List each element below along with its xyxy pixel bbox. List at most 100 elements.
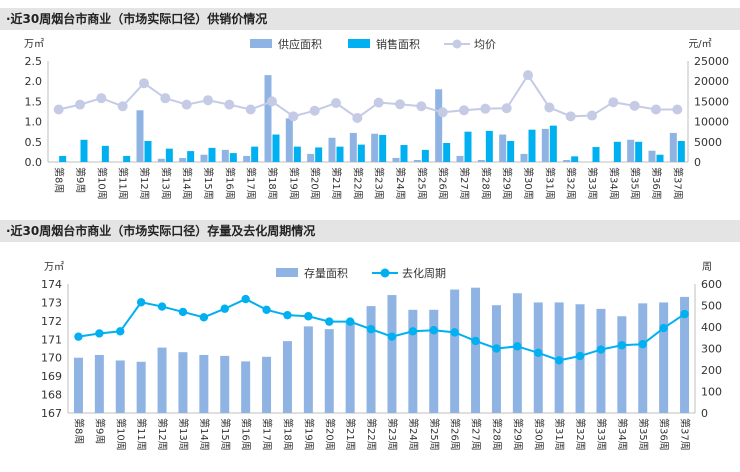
point-均价 <box>608 97 619 108</box>
point-去化周期 <box>220 304 229 313</box>
y-right-tick-label: 5000 <box>694 136 722 149</box>
bar-存量面积 <box>178 352 188 413</box>
x-tick-label: 第19周 <box>302 418 315 451</box>
bar-供应面积 <box>285 118 293 162</box>
point-均价 <box>160 93 171 104</box>
bar-销售面积 <box>464 131 472 162</box>
x-tick-label: 第9周 <box>93 418 106 444</box>
legend-label: 去化周期 <box>402 266 446 280</box>
point-去化周期 <box>429 326 438 335</box>
bar-存量面积 <box>491 305 501 413</box>
x-tick-label: 第13周 <box>159 167 172 200</box>
x-tick-label: 第12周 <box>156 418 169 451</box>
bar-销售面积 <box>677 140 685 162</box>
bar-供应面积 <box>221 149 229 162</box>
point-去化周期 <box>74 332 83 341</box>
x-tick-label: 第31周 <box>553 418 566 451</box>
x-tick-label: 第8周 <box>72 418 85 444</box>
y-left-tick-label: 174 <box>41 278 62 291</box>
bar-销售面积 <box>336 146 344 162</box>
x-tick-label: 第11周 <box>117 167 130 200</box>
y-right-tick-label: 25000 <box>694 55 729 68</box>
y-right-tick-label: 200 <box>701 364 722 377</box>
x-tick-label: 第17周 <box>245 167 258 200</box>
y-right-unit: 周 <box>702 261 712 273</box>
y-right-tick-label: 10000 <box>694 116 729 129</box>
point-均价 <box>373 97 384 108</box>
x-tick-label: 第27周 <box>470 418 483 451</box>
bar-存量面积 <box>324 329 334 413</box>
point-去化周期 <box>596 345 606 354</box>
y-right-tick-label: 0 <box>694 156 701 169</box>
bar-销售面积 <box>229 153 237 162</box>
point-均价 <box>224 99 235 110</box>
bar-存量面积 <box>345 320 355 413</box>
bar-供应面积 <box>520 153 528 162</box>
legend-label: 销售面积 <box>376 37 420 51</box>
legend-label: 均价 <box>474 38 496 51</box>
bar-存量面积 <box>94 354 104 413</box>
y-left-tick-label: 2.0 <box>25 75 43 88</box>
bar-销售面积 <box>571 156 579 162</box>
y-left-tick-label: 169 <box>41 370 62 383</box>
bar-销售面积 <box>165 148 173 162</box>
x-tick-label: 第37周 <box>679 418 692 451</box>
point-均价 <box>459 105 469 116</box>
bar-供应面积 <box>136 110 144 162</box>
bar-供应面积 <box>179 157 187 162</box>
chart1-title: ·近30周烟台市商业（市场实际口径）供销价情况 <box>0 8 740 30</box>
bar-存量面积 <box>366 306 376 413</box>
bar-供应面积 <box>499 134 507 162</box>
y-left-tick-label: 168 <box>41 389 62 402</box>
point-均价 <box>523 70 533 81</box>
point-去化周期 <box>178 307 188 317</box>
x-tick-label: 第22周 <box>351 167 364 200</box>
x-tick-label: 第26周 <box>449 418 462 451</box>
bar-供应面积 <box>541 128 549 162</box>
x-tick-label: 第20周 <box>323 418 336 451</box>
point-均价 <box>96 93 107 104</box>
bar-供应面积 <box>435 89 443 162</box>
chart2-title: ·近30周烟台市商业（市场实际口径）存量及去化周期情况 <box>0 220 740 242</box>
x-tick-label: 第37周 <box>671 167 684 200</box>
x-tick-label: 第17周 <box>261 418 274 451</box>
y-right-tick-label: 400 <box>701 321 722 334</box>
bar-销售面积 <box>208 147 216 162</box>
bar-销售面积 <box>400 145 408 162</box>
x-tick-label: 第21周 <box>330 167 343 200</box>
point-均价 <box>437 107 448 118</box>
point-去化周期 <box>617 341 627 350</box>
x-tick-label: 第35周 <box>637 418 650 451</box>
x-tick-label: 第29周 <box>511 418 524 451</box>
bar-供应面积 <box>264 75 272 162</box>
point-去化周期 <box>136 298 146 307</box>
bar-供应面积 <box>456 155 464 162</box>
point-去化周期 <box>659 323 668 333</box>
x-tick-label: 第36周 <box>658 418 671 451</box>
point-均价 <box>395 99 405 110</box>
bar-存量面积 <box>303 326 313 413</box>
bar-供应面积 <box>200 154 208 162</box>
x-tick-label: 第23周 <box>373 167 386 200</box>
bar-存量面积 <box>617 316 627 413</box>
legend-marker <box>452 39 462 49</box>
line-均价 <box>58 73 678 120</box>
x-tick-label: 第16周 <box>223 167 236 200</box>
bar-存量面积 <box>387 295 397 413</box>
bar-销售面积 <box>592 147 600 162</box>
bar-销售面积 <box>528 129 536 162</box>
bar-供应面积 <box>328 137 336 162</box>
bar-销售面积 <box>443 143 451 162</box>
bar-销售面积 <box>379 134 387 162</box>
bar-存量面积 <box>220 355 230 413</box>
x-tick-label: 第34周 <box>616 418 629 451</box>
bar-销售面积 <box>315 147 323 162</box>
x-tick-label: 第32周 <box>574 418 587 451</box>
bar-销售面积 <box>59 155 67 162</box>
x-tick-label: 第28周 <box>479 167 492 200</box>
bar-销售面积 <box>507 140 515 162</box>
y-left-tick-label: 167 <box>41 407 62 420</box>
legend-label: 供应面积 <box>278 37 322 51</box>
point-去化周期 <box>492 344 501 353</box>
x-tick-label: 第23周 <box>386 418 399 451</box>
